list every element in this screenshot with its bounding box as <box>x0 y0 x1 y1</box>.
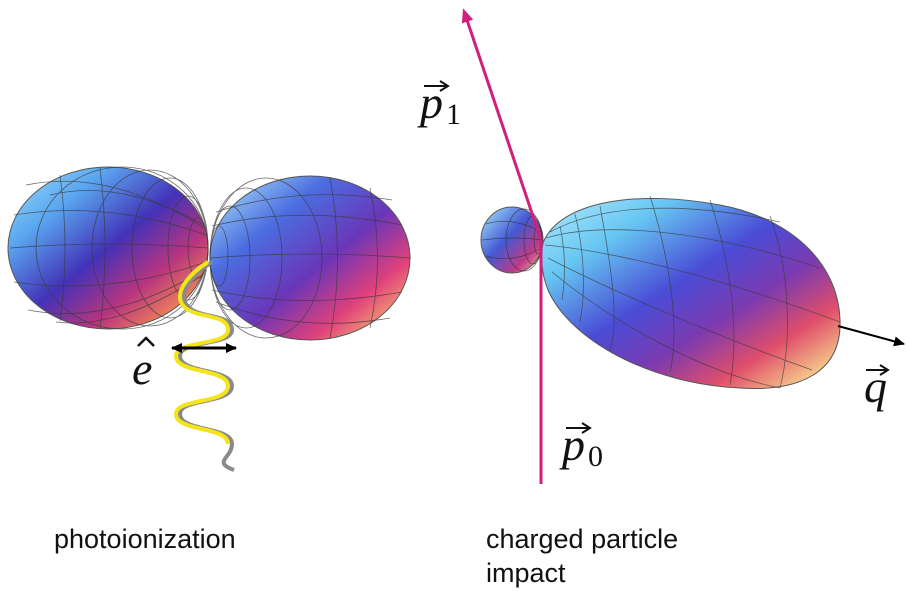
right-dipole-lobe <box>209 175 411 341</box>
charged-particle-caption-line2: impact <box>486 558 566 588</box>
svg-text:p: p <box>559 419 585 470</box>
photoionization-caption: photoionization <box>54 524 236 554</box>
polarization-vector-label: e <box>132 336 155 394</box>
large-binary-lobe <box>541 195 841 389</box>
scattered-beam-p1 <box>461 8 543 241</box>
left-dipole-lobe <box>7 166 209 330</box>
charged-particle-figure: p 1 p 0 q <box>417 8 905 484</box>
svg-text:p: p <box>417 77 443 128</box>
charged-particle-caption-line1: charged particle <box>486 524 679 554</box>
photon-wave <box>173 260 235 472</box>
svg-text:1: 1 <box>446 98 461 131</box>
svg-text:e: e <box>132 343 152 394</box>
photoionization-figure: e <box>7 166 411 472</box>
q-vector-label: q <box>864 361 890 412</box>
p0-vector-label: p 0 <box>559 419 603 473</box>
p1-vector-label: p 1 <box>417 77 461 131</box>
svg-text:0: 0 <box>588 440 603 473</box>
momentum-transfer-arrow-q <box>837 325 905 347</box>
svg-text:q: q <box>864 361 887 412</box>
